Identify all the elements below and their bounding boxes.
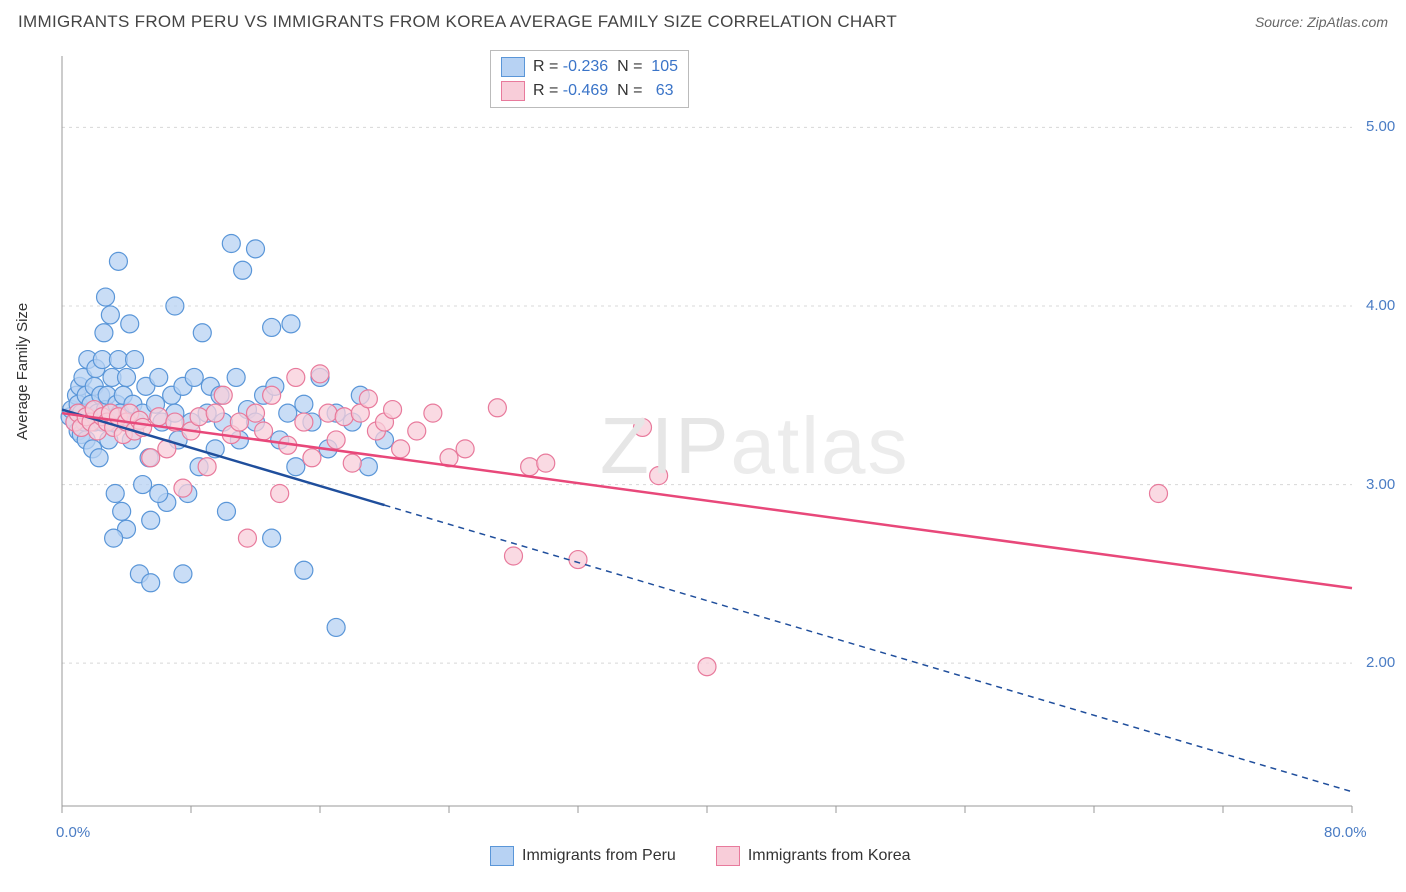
source-label: Source: (1255, 14, 1307, 30)
swatch-peru (490, 846, 514, 866)
x-tick-label: 80.0% (1324, 824, 1367, 841)
legend-row-korea: R = -0.469 N = 63 (501, 79, 678, 103)
y-tick-label: 2.00 (1366, 654, 1395, 671)
swatch-korea (501, 81, 525, 101)
source-name: ZipAtlas.com (1307, 14, 1388, 30)
correlation-legend: R = -0.236 N = 105 R = -0.469 N = 63 (490, 50, 689, 108)
legend-item-korea: Immigrants from Korea (716, 846, 911, 866)
y-tick-label: 3.00 (1366, 476, 1395, 493)
source-attribution: Source: ZipAtlas.com (1255, 14, 1388, 32)
legend-item-peru: Immigrants from Peru (490, 846, 676, 866)
x-tick-label: 0.0% (56, 824, 90, 841)
correlation-scatter-plot (52, 46, 1392, 836)
series-legend: Immigrants from Peru Immigrants from Kor… (490, 846, 911, 866)
y-axis-label: Average Family Size (14, 303, 31, 440)
swatch-peru (501, 57, 525, 77)
y-tick-label: 5.00 (1366, 118, 1395, 135)
swatch-korea (716, 846, 740, 866)
chart-title: IMMIGRANTS FROM PERU VS IMMIGRANTS FROM … (18, 12, 897, 32)
legend-row-peru: R = -0.236 N = 105 (501, 55, 678, 79)
y-tick-label: 4.00 (1366, 297, 1395, 314)
